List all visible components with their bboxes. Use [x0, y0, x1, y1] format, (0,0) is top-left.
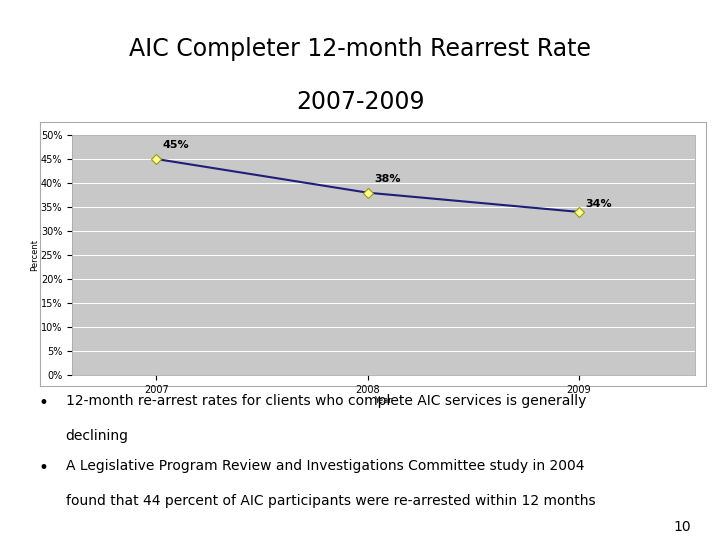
Y-axis label: Percent: Percent — [30, 239, 40, 271]
Text: 34%: 34% — [585, 199, 612, 210]
Text: found that 44 percent of AIC participants were re-arrested within 12 months: found that 44 percent of AIC participant… — [66, 494, 595, 508]
Text: 2007-2009: 2007-2009 — [296, 90, 424, 114]
Text: 10: 10 — [674, 520, 691, 534]
Text: •: • — [39, 394, 48, 412]
Text: 45%: 45% — [163, 140, 189, 150]
Text: declining: declining — [66, 429, 129, 443]
Text: AIC Completer 12-month Rearrest Rate: AIC Completer 12-month Rearrest Rate — [129, 37, 591, 61]
Text: •: • — [39, 458, 48, 477]
Text: A Legislative Program Review and Investigations Committee study in 2004: A Legislative Program Review and Investi… — [66, 458, 584, 472]
Text: 38%: 38% — [374, 174, 400, 184]
Text: 12-month re-arrest rates for clients who complete AIC services is generally: 12-month re-arrest rates for clients who… — [66, 394, 586, 408]
X-axis label: Year: Year — [374, 396, 392, 406]
